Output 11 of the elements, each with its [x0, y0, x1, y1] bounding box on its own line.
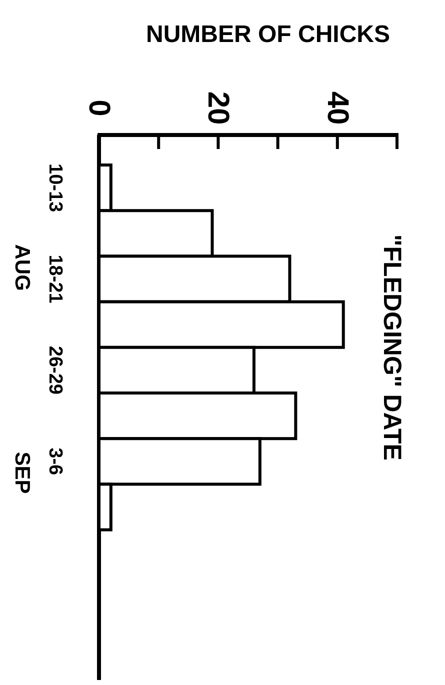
- x-tick-label: 20: [202, 91, 235, 125]
- text: AUG: [10, 244, 34, 291]
- y-tick-label: 3-6: [44, 448, 66, 476]
- x-tick-label: 0: [82, 100, 116, 116]
- text: SEP: [10, 452, 34, 494]
- y-tick-label: 10-13: [44, 163, 66, 212]
- x-tick-label: 40: [320, 91, 354, 125]
- y-axis-title: "FLEDGING" DATE: [378, 234, 406, 460]
- x-axis-title: NUMBER OF CHICKS: [146, 21, 390, 48]
- y-tick-label: 18-21: [44, 254, 66, 304]
- y-tick-label: 26-29: [44, 346, 66, 395]
